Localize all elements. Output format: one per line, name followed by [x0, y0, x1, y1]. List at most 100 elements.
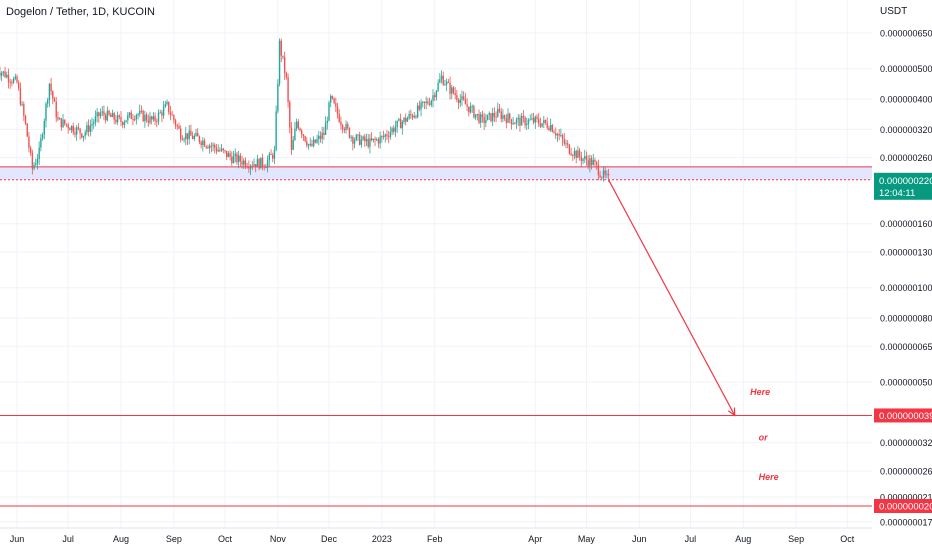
candle-body — [130, 112, 132, 120]
candle-body — [439, 79, 441, 83]
candle-body — [285, 73, 288, 78]
candle-body — [391, 128, 393, 133]
candle-body — [116, 115, 119, 123]
candle-body — [263, 166, 265, 168]
candle-body — [65, 123, 68, 125]
candle-body — [268, 154, 271, 161]
candle-body — [280, 40, 282, 56]
candle-body — [190, 130, 192, 136]
candle-body — [568, 144, 571, 154]
candle-body — [341, 125, 344, 130]
candle-body — [38, 147, 40, 160]
candle-body — [394, 127, 397, 132]
candle-body — [186, 133, 189, 140]
candle-body — [338, 114, 340, 122]
candle-body — [150, 116, 153, 120]
candle-body — [350, 136, 352, 138]
candle-body — [558, 134, 560, 136]
candle-body — [577, 150, 579, 158]
candle-body — [200, 141, 202, 145]
candle-body — [23, 104, 25, 116]
time-tick-label: Dec — [321, 534, 338, 544]
candle-body — [546, 122, 548, 128]
candle-body — [62, 119, 64, 128]
candle-body — [292, 140, 294, 150]
candle-body — [340, 121, 342, 126]
candle-body — [277, 83, 279, 112]
candle-body — [538, 118, 540, 124]
candle-body — [306, 141, 308, 146]
candle-body — [572, 155, 574, 157]
candle-body — [113, 113, 115, 120]
candle-body — [239, 155, 242, 162]
candle-body — [77, 127, 80, 129]
candle-body — [106, 110, 109, 121]
candle-body — [164, 104, 167, 108]
time-tick-label: Apr — [528, 534, 542, 544]
time-axis[interactable]: Jun Jul Aug Sep Oct Nov Dec 2023 Feb Apr May Jun Jul… — [10, 534, 855, 544]
candle-body — [476, 114, 479, 116]
candle-body — [236, 153, 238, 163]
candle-body — [16, 76, 18, 83]
candle-body — [434, 95, 436, 98]
candle-body — [19, 88, 22, 105]
candle-body — [173, 115, 175, 121]
candle-body — [432, 95, 434, 101]
countdown-label: 12:04:11 — [879, 188, 915, 199]
projection-arrow[interactable] — [608, 179, 736, 417]
candle-body — [215, 147, 218, 152]
candle-body — [367, 139, 369, 147]
level-price-label: 0.0000000201 — [879, 502, 932, 513]
candle-body — [355, 135, 357, 141]
candle-body — [357, 134, 359, 136]
candle-body — [304, 136, 306, 142]
candle-body — [147, 120, 149, 123]
price-tick-label: 0.0000006500 — [880, 29, 932, 39]
candle-body — [58, 118, 61, 120]
price-tick-label: 0.0000001600 — [880, 219, 932, 229]
candle-body — [294, 128, 296, 141]
price-axis[interactable]: 0.0000006500 0.0000005000 0.0000004000 0.00… — [874, 29, 932, 528]
candle-body — [495, 116, 497, 118]
candle-body — [580, 156, 583, 162]
candle-body — [122, 122, 124, 125]
candle-body — [234, 153, 236, 157]
candle-body — [442, 75, 444, 85]
horizontal-levels[interactable] — [0, 414, 872, 507]
candle-body — [377, 139, 380, 144]
candle-body — [411, 115, 414, 118]
candle-body — [548, 127, 550, 131]
candle-body — [389, 132, 392, 137]
candle-body — [287, 77, 289, 103]
time-tick-label: Aug — [735, 534, 751, 544]
candle-body — [244, 160, 247, 167]
candle-body — [282, 55, 284, 58]
candle-body — [503, 115, 506, 118]
candle-body — [193, 135, 196, 139]
candle-body — [500, 111, 502, 119]
candle-body — [314, 139, 317, 143]
candle-body — [248, 167, 250, 169]
candles — [0, 38, 610, 182]
candle-body — [171, 114, 173, 116]
candle-body — [486, 114, 489, 121]
candle-body — [290, 127, 293, 150]
candle-body — [512, 123, 514, 125]
candle-body — [553, 131, 555, 134]
candle-body — [139, 110, 141, 115]
candle-body — [181, 139, 184, 141]
candle-body — [28, 136, 30, 148]
candle-body — [474, 114, 477, 118]
time-tick-label: Sep — [788, 534, 804, 544]
candle-body — [0, 73, 3, 76]
candle-body — [514, 123, 516, 125]
candle-body — [33, 165, 35, 169]
candle-body — [347, 124, 349, 129]
candle-body — [382, 136, 385, 138]
candle-body — [46, 100, 49, 104]
candle-body — [232, 156, 235, 164]
candle-body — [145, 114, 148, 121]
candle-body — [418, 105, 421, 110]
candle-body — [115, 119, 117, 123]
